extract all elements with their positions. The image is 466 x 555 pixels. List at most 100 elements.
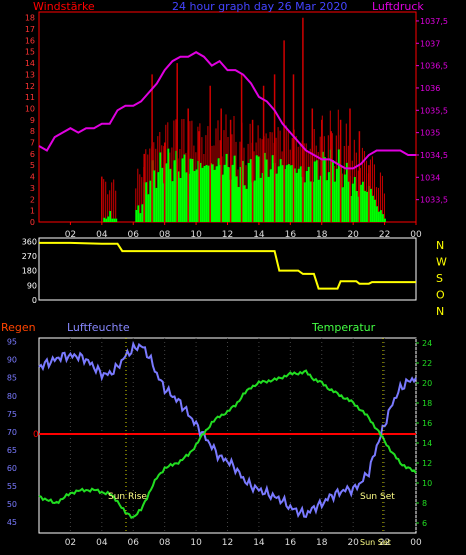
gust-bar [205, 135, 207, 165]
wind-x-tick-label: 20 [347, 230, 359, 240]
wind-bar [247, 163, 250, 222]
wind-bar [189, 158, 192, 222]
gust-bar [235, 141, 237, 177]
wind-bar [257, 156, 260, 222]
gust-bar [115, 190, 117, 219]
wind-bar [267, 176, 270, 222]
pressure-y-ticks: 1033,5 1034 1034,5 1035 1035,5 1036 1036,5 1037… [416, 17, 448, 205]
wind-bar [249, 159, 252, 222]
pressure-y-tick-label: 1035 [420, 129, 440, 138]
wind-x-tick-label: 08 [159, 230, 171, 240]
gust-bar [275, 137, 277, 174]
wind-bar [107, 216, 110, 222]
wind-bar [195, 169, 198, 222]
wind-y-tick-label: 14 [25, 59, 35, 68]
wind-y-tick-label: 0 [30, 218, 35, 227]
wind-y-tick-label: 11 [25, 93, 35, 102]
humidity-y-tick-label: 50 [7, 500, 17, 509]
sunrise-label: Sun Rise [108, 492, 147, 502]
gust-bar [183, 119, 185, 155]
wind-bar [205, 164, 208, 222]
gust-bar [237, 169, 239, 187]
gust-bar [227, 137, 229, 167]
gust-bar [323, 136, 325, 158]
wind-bar [245, 188, 248, 222]
humidity-x-tick-label: 04 [96, 538, 108, 548]
wind-bar [167, 148, 170, 222]
gust-bar [303, 143, 305, 183]
wind-x-tick-label: 18 [316, 230, 328, 240]
humidity-temperature-panel: Regen Luftfeuchte Temperatur 45505560657… [1, 321, 432, 548]
gust-bar [159, 132, 161, 153]
wind-x-tick-label: 06 [128, 230, 140, 240]
gust-bar [107, 194, 109, 217]
wind-bar [221, 174, 224, 222]
gust-bar [291, 138, 293, 165]
wind-y-tick-label: 10 [25, 104, 35, 113]
wind-bar [203, 166, 206, 222]
gust-bar [179, 149, 181, 178]
humidity-y-ticks: 45 50 55 60 65 70 75 80 85 90 95 [7, 338, 17, 528]
humidity-x-tick-label: 14 [253, 538, 265, 548]
wind-bar [237, 187, 240, 222]
gust-bar [161, 145, 163, 168]
gust-bar [379, 172, 381, 211]
wind-bar [175, 150, 178, 222]
compass-label: N [436, 239, 444, 252]
wind-bar [281, 165, 284, 222]
gust-bar [383, 193, 385, 219]
gust-bar [289, 149, 291, 166]
wind-bar [371, 195, 374, 222]
wind-bar [213, 169, 216, 222]
wind-bar [369, 188, 372, 222]
wind-bar [373, 199, 376, 222]
temperature-y-tick-label: 18 [422, 399, 432, 408]
gust-bar [299, 145, 301, 167]
wind-bar [255, 155, 258, 222]
temperature-y-tick-label: 22 [422, 359, 432, 368]
gust-bar [377, 187, 379, 212]
wind-y-tick-label: 15 [25, 48, 35, 57]
wind-bar [135, 210, 138, 222]
gust-bar [191, 120, 193, 159]
temperature-y-tick-label: 6 [422, 519, 427, 528]
wind-bar [277, 166, 280, 222]
wind-bar [157, 172, 160, 222]
gust-bar [355, 152, 357, 191]
pressure-y-tick-label: 1034 [420, 173, 440, 182]
wind-bar [155, 187, 158, 222]
gust-bar [375, 187, 377, 207]
gust-bar [173, 120, 175, 161]
humidity-x-tick-label: 18 [316, 538, 328, 548]
gust-bar [165, 124, 167, 164]
wind-bar [259, 177, 262, 222]
gust-bar [297, 146, 299, 169]
gust-bar [211, 145, 213, 165]
humidity-label: Luftfeuchte [67, 321, 130, 334]
gust-bar [181, 119, 183, 159]
gust-bar [217, 120, 219, 159]
gust-bar [363, 151, 365, 191]
wind-bar [103, 217, 106, 222]
wind-y-tick-label: 2 [30, 195, 35, 204]
wind-bar [291, 164, 294, 222]
rain-label: Regen [1, 321, 36, 334]
gust-bar [223, 130, 225, 165]
humidity-y-tick-label: 90 [7, 356, 17, 365]
temperature-line [38, 369, 417, 519]
gust-bar [351, 160, 353, 184]
humidity-y-tick-label: 80 [7, 392, 17, 401]
wind-bar [289, 165, 292, 222]
wind-bar [303, 182, 306, 222]
wind-bar [377, 211, 380, 222]
gust-bar [257, 125, 259, 157]
gust-bar [201, 137, 203, 168]
gust-bar [271, 132, 273, 156]
wind-bar [351, 183, 354, 222]
gust-bar [171, 147, 173, 182]
humidity-x-tick-label: 22 [379, 538, 390, 548]
temperature-y-tick-label: 8 [422, 499, 427, 508]
wind-bar [227, 167, 230, 222]
humidity-x-tick-label: 08 [159, 538, 171, 548]
humidity-x-tick-label: 20 [347, 538, 359, 548]
